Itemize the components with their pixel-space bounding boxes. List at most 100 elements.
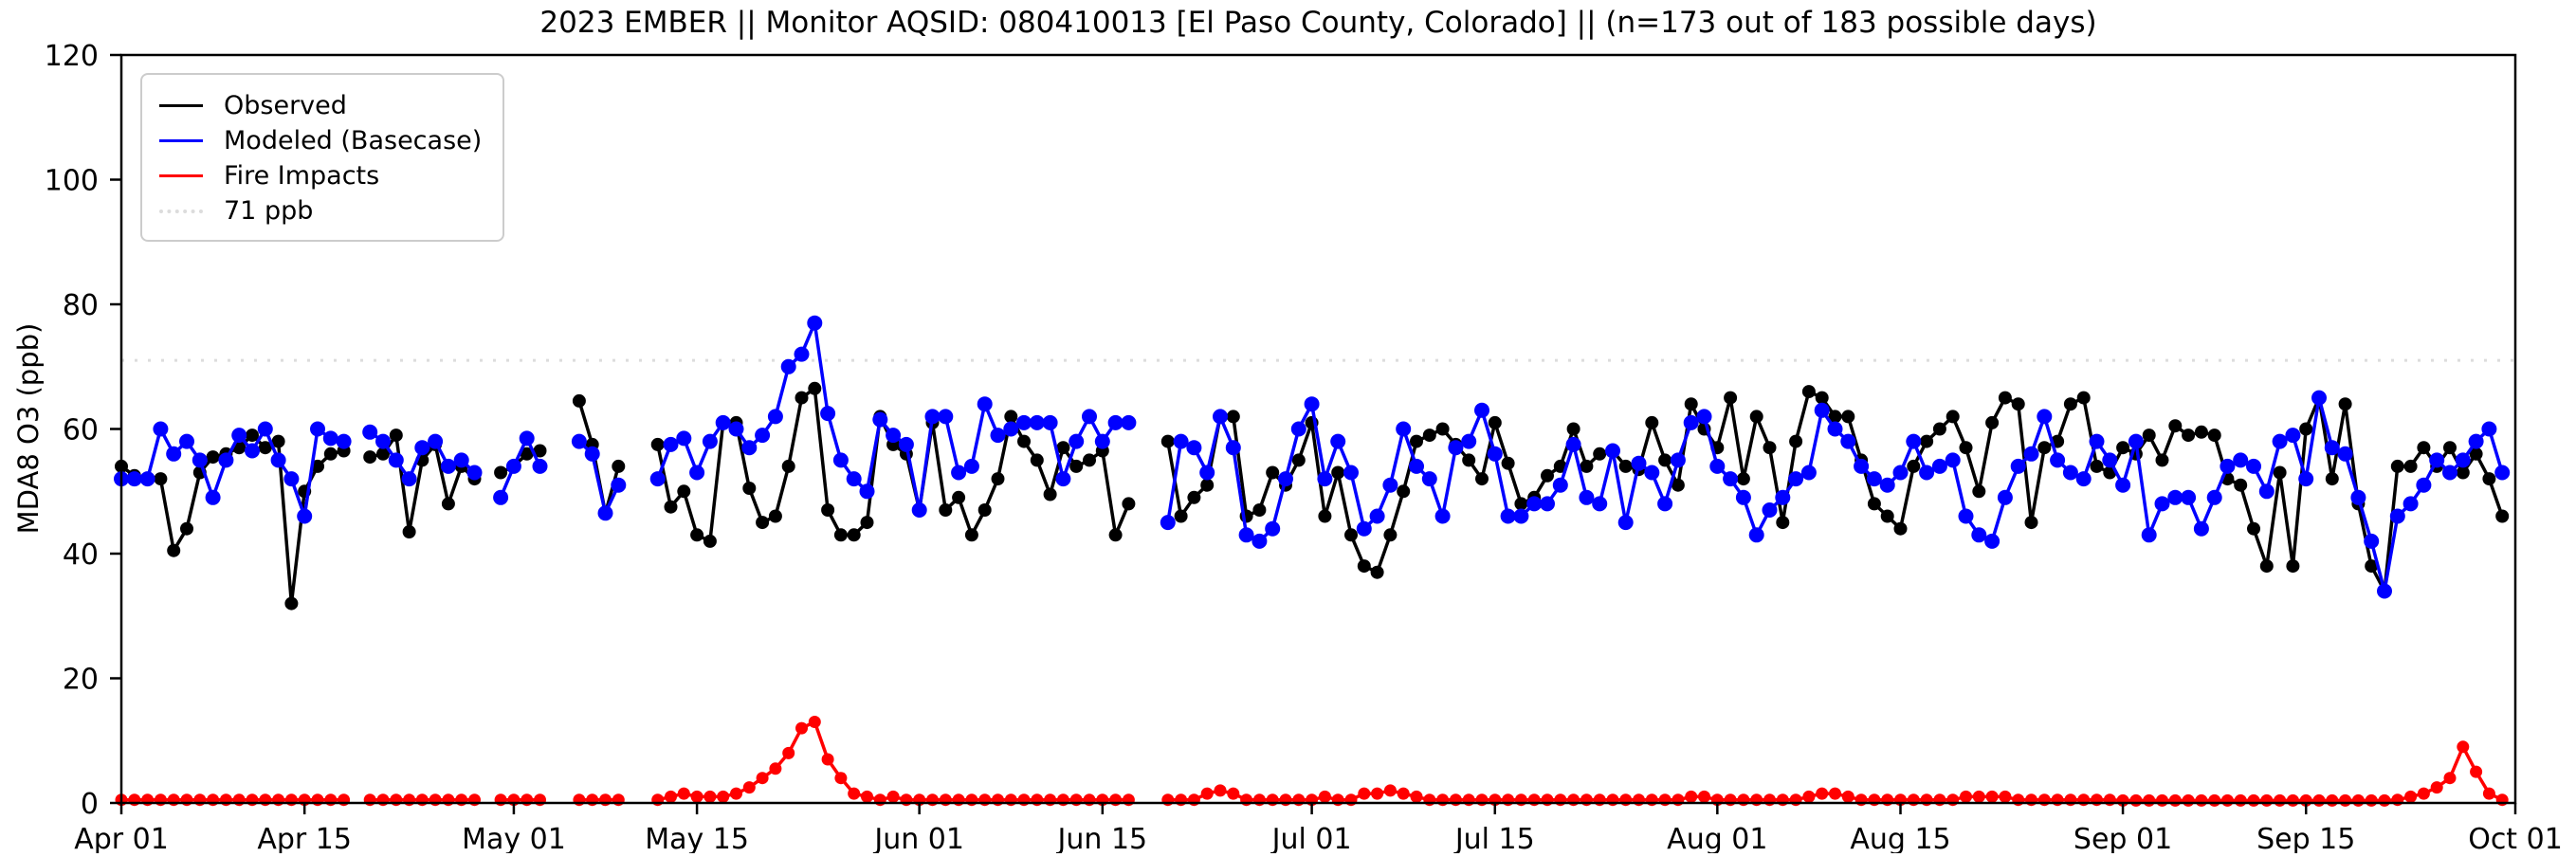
modeled-point [126,471,142,487]
modeled-point [1579,489,1595,505]
modeled-point [2062,465,2078,481]
observed-point [2495,509,2510,523]
observed-point [1370,565,1384,579]
modeled-point [414,440,430,456]
observed-point [1736,472,1750,486]
modeled-point [2206,489,2222,505]
modeled-point [1251,533,1268,549]
observed-point [2063,397,2077,411]
legend-label: Fire Impacts [224,161,380,191]
observed-point [2299,422,2313,436]
fire-point [717,790,730,803]
modeled-point [1343,465,1359,481]
fire-point [2417,787,2430,800]
fire-point [2470,765,2483,778]
observed-line-swatch [159,104,203,107]
modeled-point [1540,496,1555,512]
observed-point [1972,484,1986,499]
observed-point [703,534,717,548]
fire-point [1371,787,1384,800]
modeled-point [702,433,718,449]
observed-point [2259,559,2274,574]
fire-point [886,790,900,803]
modeled-point [1369,508,1385,524]
fire-point [703,790,717,803]
modeled-point [1487,446,1503,462]
chart-title: 2023 EMBER || Monitor AQSID: 080410013 [… [539,6,2097,40]
observed-point [1122,497,1136,511]
observed-point [2365,559,2379,574]
modeled-point [192,452,208,468]
modeled-point [1003,421,1019,437]
modeled-point [245,443,260,459]
observed-point [1801,385,1816,399]
fire-point [1227,787,1240,800]
observed-point [1684,397,1698,411]
observed-point [1056,441,1070,455]
observed-point [2168,419,2183,433]
modeled-point [270,452,286,468]
modeled-point [886,428,902,444]
modeled-point [1762,502,1778,518]
x-tick-label: Apr 01 [74,823,169,853]
modeled-point [780,358,796,374]
modeled-point [2220,458,2236,474]
fire-point [2430,781,2443,794]
observed-point [1920,434,1934,448]
x-tick-label: Aug 15 [1850,823,1950,853]
observed-point [1985,415,2000,429]
modeled-point [1696,409,1712,425]
observed-point [2182,428,2196,443]
modeled-point [741,440,758,456]
x-tick-label: Jul 01 [1270,823,1352,853]
y-tick-label: 80 [63,289,99,322]
observed-point [2403,459,2418,473]
observed-point [180,521,193,536]
modeled-point [2128,433,2144,449]
fire-point [2457,740,2470,754]
modeled-point [205,489,221,505]
modeled-point [1840,433,1856,449]
modeled-point [1290,421,1306,437]
fire-point [2182,793,2195,807]
fire-point [769,762,782,775]
modeled-point [2377,583,2392,599]
modeled-point [2455,452,2471,468]
fire-point [1999,790,2012,803]
modeled-point [2050,452,2066,468]
modeled-point [2258,483,2275,500]
modeled-point [1592,496,1608,512]
observed-point [2456,465,2470,480]
modeled-point [1029,414,1045,430]
observed-point [2234,478,2248,492]
observed-point [1501,456,1515,470]
fire-point [1698,790,1710,803]
fire-point [2247,793,2260,807]
modeled-point [1094,433,1110,449]
fire-point [730,787,742,800]
fire-point [2274,793,2287,807]
observed-point [2076,391,2091,405]
observed-point [1815,391,1829,405]
modeled-point [898,436,914,452]
fire-point [2143,793,2156,807]
modeled-line [121,320,2504,593]
modeled-point [951,465,967,481]
fire-point [2326,793,2339,807]
modeled-point [1382,477,1398,493]
modeled-point [859,483,875,500]
fire-point [1410,790,1423,803]
fire-point [2482,787,2495,800]
modeled-point [322,430,338,447]
modeled-point [1984,533,2001,549]
observed-point [1541,468,1554,483]
modeled-point [1199,465,1215,481]
observed-point [1946,410,1960,424]
y-tick-label: 120 [45,40,99,73]
observed-point [1383,528,1398,542]
modeled-point [2481,421,2497,437]
fire-point [795,721,808,735]
observed-point [1880,509,1894,523]
modeled-point [911,502,927,518]
